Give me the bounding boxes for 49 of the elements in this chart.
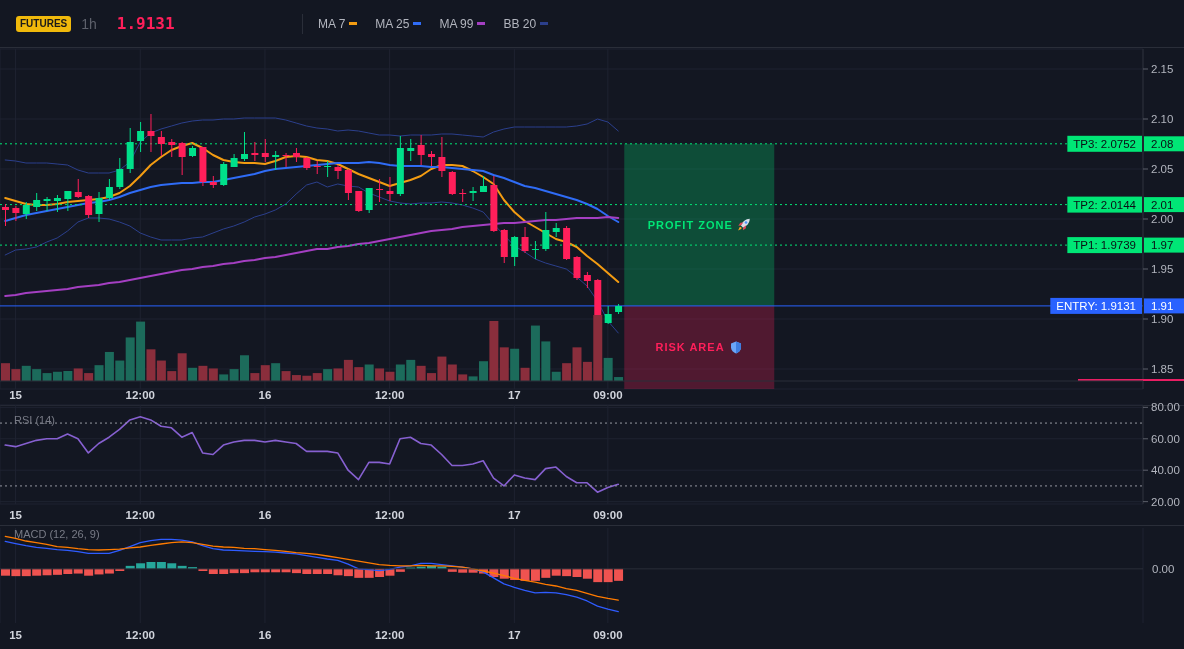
x-tick-label: 15 — [9, 509, 23, 521]
ref-line-label: TP3: 2.0752 — [1073, 137, 1136, 150]
x-tick-label: 17 — [507, 389, 521, 401]
legend-label: MA 99 — [439, 16, 474, 31]
text: 2.08 — [1151, 137, 1174, 150]
x-tick-label: 12:00 — [374, 509, 405, 521]
x-tick-label: 09:00 — [593, 389, 623, 401]
x-tick-label: 17 — [507, 629, 521, 641]
text: 1.9131 — [116, 14, 175, 33]
x-tick-label: 09:00 — [593, 629, 623, 641]
ref-line-label: ENTRY: 1.9131 — [1056, 299, 1136, 312]
text: FUTURES — [16, 15, 72, 32]
y-tick-label: 40.00 — [1151, 464, 1180, 477]
legend-label: MA 25 — [375, 16, 410, 31]
x-tick-label: 16 — [258, 629, 272, 641]
text: RSI (14) — [14, 414, 55, 426]
x-tick-label: 12:00 — [374, 629, 405, 641]
y-tick-label: 60.00 — [1151, 432, 1180, 445]
legend-label: BB 20 — [503, 16, 537, 31]
y-tick-label: 2.15 — [1151, 63, 1174, 75]
text: 1h — [81, 15, 97, 32]
y-tick-label: 2.05 — [1151, 163, 1174, 175]
x-tick-label: 12:00 — [374, 389, 405, 401]
x-tick-label: 16 — [258, 389, 272, 401]
x-tick-label: 12:00 — [125, 389, 155, 401]
band-label: RISK AREA — [655, 341, 725, 354]
y-tick-label: 20.00 — [1151, 495, 1180, 508]
x-tick-label: 15 — [9, 389, 23, 401]
y-tick-label: 1.85 — [1151, 363, 1174, 375]
text: 2.01 — [1151, 198, 1174, 211]
ref-line-label: 0.00 — [1152, 562, 1175, 575]
band-label: PROFIT ZONE — [647, 218, 733, 231]
y-tick-label: 2.10 — [1151, 113, 1174, 125]
x-tick-label: 12:00 — [125, 629, 155, 641]
x-tick-label: 15 — [9, 629, 23, 641]
x-tick-label: 17 — [507, 509, 521, 521]
y-tick-label: 2.00 — [1151, 213, 1174, 225]
x-tick-label: 12:00 — [125, 509, 155, 521]
text: 1.97 — [1151, 239, 1174, 252]
ref-line-label: TP1: 1.9739 — [1073, 239, 1136, 252]
x-tick-label: 09:00 — [593, 509, 623, 521]
y-tick-label: 1.90 — [1151, 313, 1174, 325]
x-tick-label: 16 — [258, 509, 272, 521]
text: 1.91 — [1151, 299, 1174, 312]
y-tick-label: 80.00 — [1151, 401, 1180, 414]
y-tick-label: 1.95 — [1151, 263, 1174, 275]
chart-title: MACD (12, 26, 9) — [14, 528, 100, 540]
ref-line-label: TP2: 2.0144 — [1073, 198, 1137, 211]
legend-label: MA 7 — [318, 16, 346, 31]
